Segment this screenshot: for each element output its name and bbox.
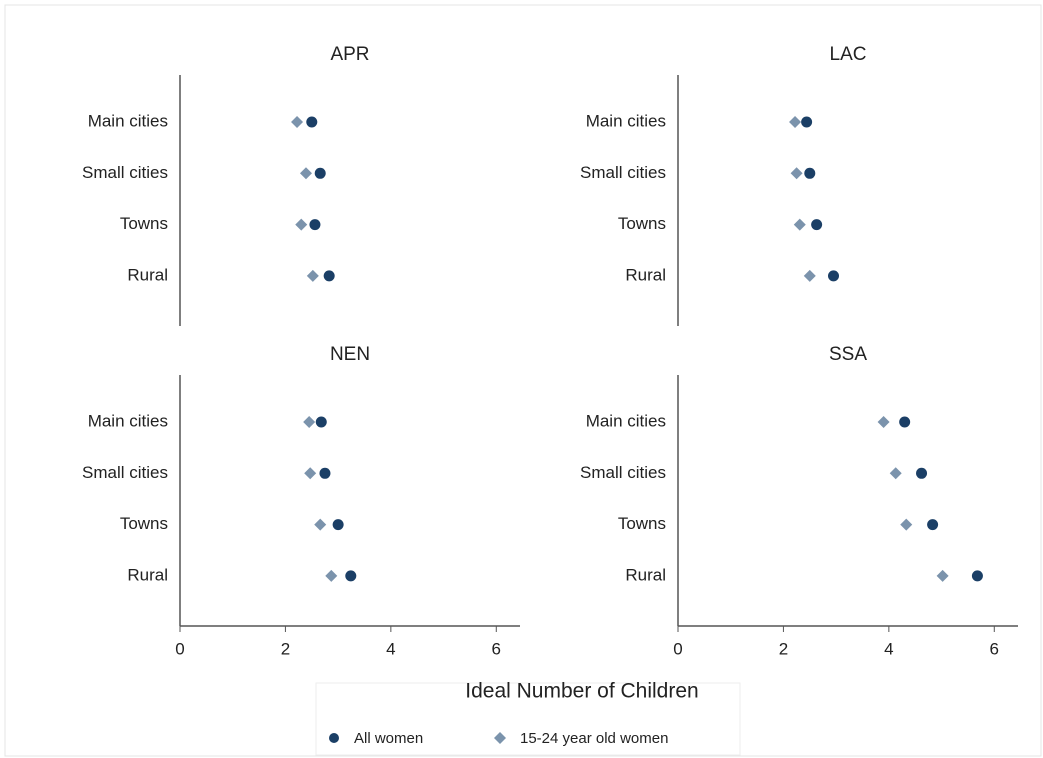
dot-marker <box>803 269 816 282</box>
panel-title: APR <box>330 44 369 65</box>
dot-marker <box>345 570 357 582</box>
dot-marker <box>306 269 319 282</box>
x-tick-label: 4 <box>884 639 893 658</box>
panel-title: NEN <box>330 344 370 365</box>
y-tick-label: Towns <box>120 214 168 233</box>
dot-marker <box>801 116 813 128</box>
y-tick-label: Main cities <box>586 111 666 130</box>
dot-marker <box>877 416 890 428</box>
dot-marker <box>315 416 327 428</box>
y-tick-label: Small cities <box>82 163 168 182</box>
y-tick-label: Main cities <box>88 111 168 130</box>
dot-marker <box>971 570 983 582</box>
dot-marker <box>936 569 949 582</box>
x-tick-label: 4 <box>386 639 395 658</box>
y-tick-label: Rural <box>127 565 168 584</box>
dot-marker <box>828 270 840 282</box>
legend-label: 15-24 year old women <box>520 730 668 747</box>
dot-marker <box>927 519 939 531</box>
dot-marker <box>916 467 928 479</box>
y-tick-label: Main cities <box>586 411 666 430</box>
y-tick-label: Rural <box>625 265 666 284</box>
x-tick-label: 6 <box>492 639 501 658</box>
x-tick-label: 0 <box>175 639 184 658</box>
panel-title: SSA <box>829 344 867 365</box>
dot-marker <box>314 518 327 531</box>
legend-marker <box>494 732 506 744</box>
dot-marker <box>314 167 326 179</box>
x-tick-label: 0 <box>673 639 682 658</box>
y-tick-label: Towns <box>618 214 666 233</box>
y-tick-label: Main cities <box>88 411 168 430</box>
x-axis-label: Ideal Number of Children <box>465 680 698 703</box>
y-tick-label: Rural <box>127 265 168 284</box>
y-tick-label: Towns <box>120 514 168 533</box>
dot-marker <box>793 218 806 231</box>
x-tick-label: 2 <box>779 639 788 658</box>
dot-marker <box>319 467 331 479</box>
dot-marker <box>306 116 318 128</box>
dot-marker <box>804 167 816 179</box>
legend-box <box>315 682 741 756</box>
legend-marker <box>329 733 339 743</box>
x-tick-label: 2 <box>281 639 290 658</box>
y-tick-label: Rural <box>625 565 666 584</box>
y-tick-label: Small cities <box>580 463 666 482</box>
y-tick-label: Towns <box>618 514 666 533</box>
dot-marker <box>309 219 321 231</box>
dot-marker <box>790 167 803 180</box>
dot-marker <box>323 270 335 282</box>
dot-marker <box>325 569 338 582</box>
dot-marker <box>332 519 344 531</box>
dot-marker <box>789 116 802 128</box>
x-tick-label: 6 <box>990 639 999 658</box>
dot-marker <box>304 467 317 480</box>
dot-marker <box>299 167 312 180</box>
frame <box>4 4 1042 757</box>
panel-title: LAC <box>830 44 867 65</box>
y-tick-label: Small cities <box>82 463 168 482</box>
dot-marker <box>811 219 823 231</box>
dot-marker <box>303 416 316 428</box>
dot-marker <box>900 518 913 531</box>
dot-marker <box>889 467 902 480</box>
dot-marker <box>295 218 308 231</box>
dot-marker <box>291 116 304 128</box>
dot-marker <box>899 416 911 428</box>
y-tick-label: Small cities <box>580 163 666 182</box>
legend-label: All women <box>354 730 423 747</box>
